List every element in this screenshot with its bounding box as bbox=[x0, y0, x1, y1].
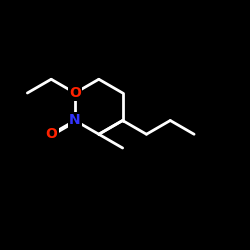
Text: O: O bbox=[69, 86, 81, 100]
Text: O: O bbox=[45, 127, 57, 141]
Text: N: N bbox=[69, 114, 81, 128]
